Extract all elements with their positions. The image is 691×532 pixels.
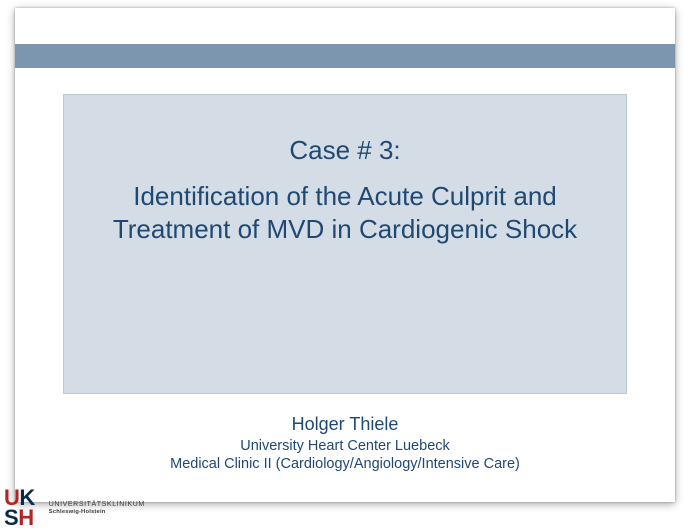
case-number-label: Case # 3:: [289, 135, 400, 166]
header-accent-bar: [15, 44, 675, 68]
affiliation-secondary: Medical Clinic II (Cardiology/Angiology/…: [15, 455, 675, 473]
logo-text-line2: Schleswig-Holstein: [49, 509, 145, 516]
logo-text-line1: UNIVERSITÄTSKLINIKUM: [49, 501, 145, 509]
uksh-logo-mark: U K S H: [4, 488, 35, 528]
uksh-logo: U K S H UNIVERSITÄTSKLINIKUM Schleswig-H…: [0, 484, 120, 532]
author-block: Holger Thiele University Heart Center Lu…: [15, 414, 675, 473]
logo-letter-s: S: [4, 508, 18, 528]
slide: Case # 3: Identification of the Acute Cu…: [15, 8, 675, 502]
affiliation-primary: University Heart Center Luebeck: [15, 437, 675, 455]
case-title: Identification of the Acute Culprit and …: [64, 180, 626, 245]
logo-letter-h: H: [18, 508, 33, 528]
title-panel: Case # 3: Identification of the Acute Cu…: [63, 94, 627, 394]
author-name: Holger Thiele: [15, 414, 675, 435]
uksh-logo-text: UNIVERSITÄTSKLINIKUM Schleswig-Holstein: [49, 501, 145, 516]
